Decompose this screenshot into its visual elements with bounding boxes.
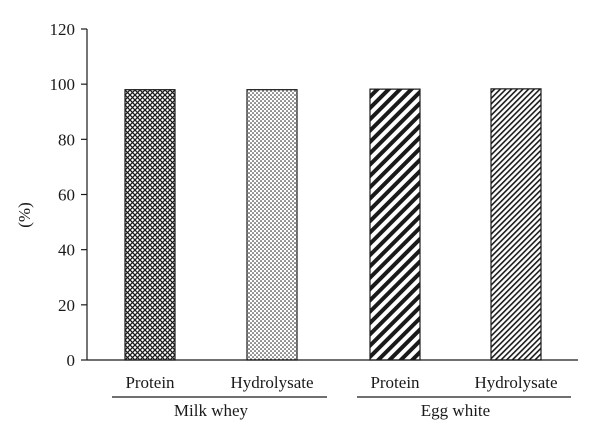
x-axis: Protein Hydrolysate Protein Hydrolysate Milk… bbox=[87, 359, 578, 420]
y-tick-label: 120 bbox=[50, 20, 76, 39]
bar-2 bbox=[246, 89, 298, 361]
bar-3 bbox=[369, 88, 421, 361]
y-tick-label: 20 bbox=[58, 296, 75, 315]
y-axis-title: (%) bbox=[15, 202, 34, 227]
x-group-label: Egg white bbox=[421, 401, 490, 420]
x-category-label: Hydrolysate bbox=[230, 373, 313, 392]
y-axis: 0 20 40 60 80 100 120 bbox=[50, 20, 88, 370]
y-tick-label: 100 bbox=[50, 75, 76, 94]
y-tick-label: 60 bbox=[58, 186, 75, 205]
bar-4 bbox=[490, 88, 542, 361]
y-tick-label: 0 bbox=[67, 351, 76, 370]
y-tick-label: 40 bbox=[58, 241, 75, 260]
y-tick-label: 80 bbox=[58, 130, 75, 149]
x-group-label: Milk whey bbox=[174, 401, 249, 420]
x-category-label: Hydrolysate bbox=[474, 373, 557, 392]
bars bbox=[124, 88, 542, 361]
x-category-label: Protein bbox=[125, 373, 175, 392]
bar-1 bbox=[124, 89, 176, 361]
x-category-label: Protein bbox=[370, 373, 420, 392]
